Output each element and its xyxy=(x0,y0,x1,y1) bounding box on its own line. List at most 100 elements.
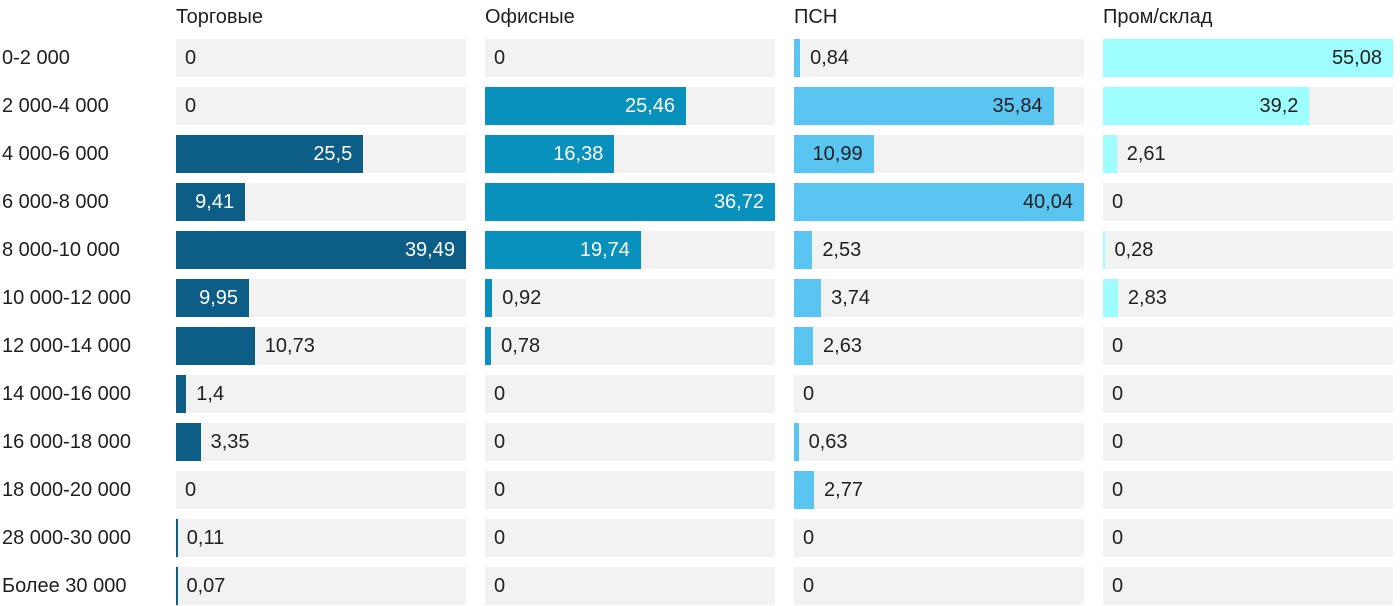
row-label: Более 30 000 xyxy=(2,574,127,597)
bar-track: 39,2 xyxy=(1103,87,1393,125)
series-header-torgovye: Торговые xyxy=(176,6,264,28)
bar-track: 25,5 xyxy=(176,135,466,173)
bar xyxy=(794,471,815,509)
bar xyxy=(1103,279,1118,317)
bar-track: 0 xyxy=(176,471,466,509)
bar: 25,5 xyxy=(176,135,364,173)
bar: 16,38 xyxy=(485,135,615,173)
bar-track: 0 xyxy=(1103,183,1393,221)
value-label: 0 xyxy=(803,526,815,549)
value-label: 10,99 xyxy=(812,142,863,165)
bar-track: 0 xyxy=(176,39,466,77)
bar-track: 0 xyxy=(1103,327,1393,365)
value-label: 0 xyxy=(1112,526,1124,549)
value-label: 39,2 xyxy=(1259,94,1299,117)
bar xyxy=(794,39,801,77)
value-label: 0 xyxy=(494,478,506,501)
bar-track: 55,08 xyxy=(1103,39,1393,77)
value-label: 0 xyxy=(494,574,506,597)
bar-track: 16,38 xyxy=(485,135,775,173)
bar: 36,72 xyxy=(485,183,775,221)
value-label: 55,08 xyxy=(1331,46,1382,69)
bar xyxy=(485,327,492,365)
bar-track: 0 xyxy=(485,519,775,557)
bar: 19,74 xyxy=(485,231,641,269)
bar xyxy=(794,327,814,365)
bar: 9,95 xyxy=(176,279,250,317)
value-label: 0,11 xyxy=(186,526,225,549)
bar-track: 3,35 xyxy=(176,423,466,461)
bar: 35,84 xyxy=(794,87,1054,125)
bar-track: 9,41 xyxy=(176,183,466,221)
bar-track: 3,74 xyxy=(794,279,1084,317)
bar: 25,46 xyxy=(485,87,687,125)
bar xyxy=(176,375,187,413)
value-label: 2,83 xyxy=(1127,286,1167,309)
row-label: 14 000-16 000 xyxy=(2,382,132,405)
row-label: 2 000-4 000 xyxy=(2,94,109,117)
bar: 40,04 xyxy=(794,183,1084,221)
row-label: 4 000-6 000 xyxy=(2,142,109,165)
bar xyxy=(1103,135,1117,173)
value-label: 35,84 xyxy=(992,94,1043,117)
value-label: 0,28 xyxy=(1114,238,1154,261)
value-label: 10,73 xyxy=(264,334,315,357)
row-label: 12 000-14 000 xyxy=(2,334,132,357)
value-label: 1,4 xyxy=(196,382,225,405)
bar xyxy=(1103,231,1105,269)
bar-track: 0,84 xyxy=(794,39,1084,77)
value-label: 0 xyxy=(1112,382,1124,405)
bar xyxy=(794,423,799,461)
bar-track: 1,4 xyxy=(176,375,466,413)
bar-track: 0 xyxy=(794,375,1084,413)
bar-track: 2,63 xyxy=(794,327,1084,365)
value-label: 2,77 xyxy=(824,478,863,501)
bar-track: 0 xyxy=(485,471,775,509)
bar xyxy=(485,279,493,317)
value-label: 0 xyxy=(494,46,506,69)
value-label: 19,74 xyxy=(579,238,630,261)
value-label: 36,72 xyxy=(713,190,764,213)
value-label: 0 xyxy=(185,478,197,501)
row-label: 8 000-10 000 xyxy=(2,238,120,261)
bar-track: 0,28 xyxy=(1103,231,1393,269)
value-label: 0 xyxy=(1112,430,1124,453)
bar-track: 0,78 xyxy=(485,327,775,365)
bar-track: 0,11 xyxy=(176,519,466,557)
bar-track: 0 xyxy=(1103,471,1393,509)
value-label: 25,5 xyxy=(313,142,353,165)
value-label: 0,63 xyxy=(808,430,848,453)
value-label: 0 xyxy=(185,46,197,69)
value-label: 0,92 xyxy=(502,286,542,309)
value-label: 2,53 xyxy=(822,238,862,261)
bar-track: 2,83 xyxy=(1103,279,1393,317)
bar: 55,08 xyxy=(1103,39,1393,77)
value-label: 3,35 xyxy=(210,430,250,453)
bar-track: 2,61 xyxy=(1103,135,1393,173)
bar xyxy=(176,423,201,461)
value-label: 0 xyxy=(494,526,506,549)
bar-track: 0 xyxy=(1103,423,1393,461)
bar-track: 35,84 xyxy=(794,87,1084,125)
bar-track: 39,49 xyxy=(176,231,466,269)
value-label: 9,41 xyxy=(195,190,235,213)
bar-track: 0 xyxy=(485,375,775,413)
bar-track: 25,46 xyxy=(485,87,775,125)
bar-track: 0,92 xyxy=(485,279,775,317)
row-label: 0-2 000 xyxy=(2,46,70,69)
bar-track: 0 xyxy=(485,39,775,77)
bar-track: 9,95 xyxy=(176,279,466,317)
value-label: 0,78 xyxy=(501,334,541,357)
value-label: 0 xyxy=(1112,190,1124,213)
bar-track: 0 xyxy=(1103,567,1393,605)
bar-track: 10,73 xyxy=(176,327,466,365)
bar-track: 2,77 xyxy=(794,471,1084,509)
bar xyxy=(794,279,822,317)
bar: 39,49 xyxy=(176,231,466,269)
series-header-promsklad: Пром/склад xyxy=(1103,6,1213,28)
bar-track: 0 xyxy=(1103,519,1393,557)
bar: 9,41 xyxy=(176,183,246,221)
value-label: 0 xyxy=(494,430,506,453)
value-label: 0,07 xyxy=(186,574,226,597)
